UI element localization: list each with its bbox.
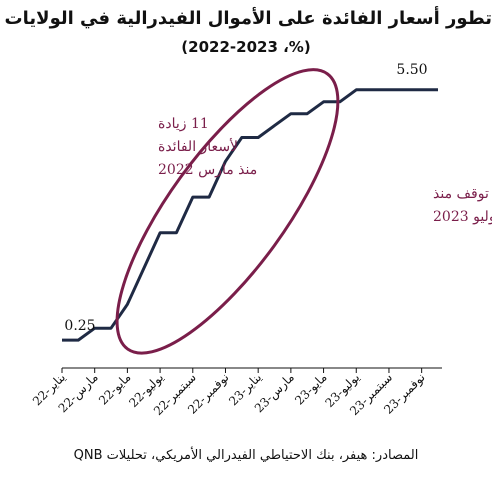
data-label-end: 5.50 [396,62,427,78]
annotation-hikes-line: لأسعار الفائدة [158,137,238,155]
annotation-hikes-line: 11 زيادة [158,116,209,132]
data-label-start: 0.25 [64,318,95,334]
series-line-fed-funds-rate [62,88,438,342]
highlight-ellipse [115,68,340,355]
chart-subtitle: (%، 2022-2023) [181,38,311,56]
annotation-hikes-line: منذ مارس 2022 [158,162,257,178]
chart-source: المصادر: هيفر، بنك الاحتياطي الفيدرالي ا… [73,448,419,463]
annotation-pause-line: توقف منذ [433,186,489,202]
annotation-pause-line: يوليو 2023 [433,209,492,225]
chart-title: تطور أسعار الفائدة على الأموال الفيدرالي… [0,8,492,29]
